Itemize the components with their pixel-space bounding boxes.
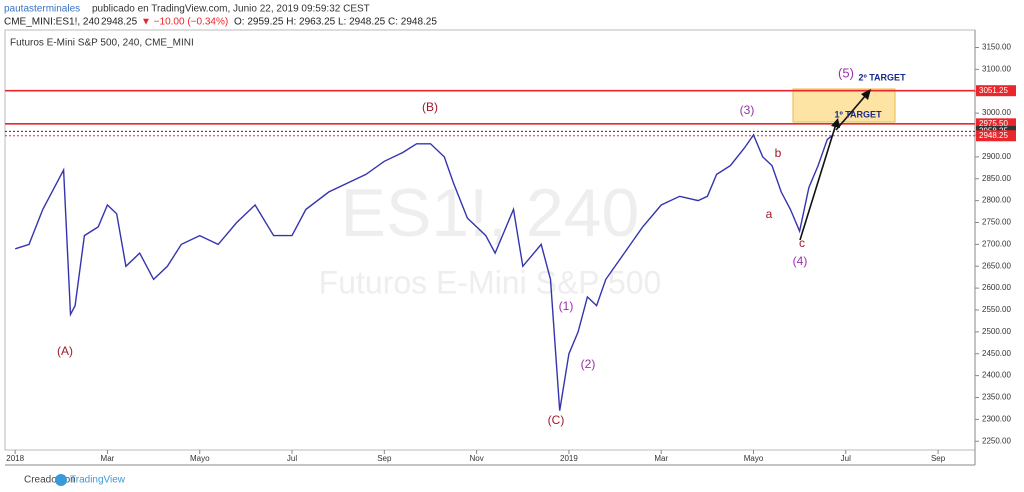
price-label-box — [976, 130, 1016, 142]
wave-label: (3) — [740, 103, 755, 117]
projection-arrow — [799, 123, 837, 241]
wave-label: c — [799, 236, 805, 250]
wave-label: 2º TARGET — [858, 72, 906, 82]
price-label-box — [976, 118, 1016, 130]
target-zone — [792, 88, 896, 123]
y-tick-label: 3100.00 — [982, 64, 1011, 73]
x-tick-label: Nov — [470, 454, 484, 463]
projection-arrow — [835, 94, 867, 131]
y-tick-label: 2400.00 — [982, 371, 1011, 380]
y-tick-label: 3150.00 — [982, 43, 1011, 52]
y-tick-label: 2450.00 — [982, 349, 1011, 358]
price-label: 3051.25 — [979, 86, 1008, 95]
author: pautasterminales — [4, 4, 80, 15]
x-tick-label: 2018 — [6, 454, 24, 463]
wave-label: (C) — [548, 413, 565, 427]
wave-label: b — [775, 146, 782, 160]
wave-label: (2) — [581, 357, 596, 371]
y-tick-label: 2900.00 — [982, 152, 1011, 161]
wave-label: (4) — [793, 254, 808, 268]
y-tick-label: 2750.00 — [982, 218, 1011, 227]
made-with: Creado con — [24, 475, 76, 486]
x-tick-label: Sep — [931, 454, 946, 463]
watermark: Futuros E-Mini S&P 500 — [319, 264, 662, 300]
x-tick-label: Jul — [287, 454, 297, 463]
symbol: CME_MINI:ES1!, 240 — [4, 17, 100, 28]
x-tick-label: Mar — [101, 454, 115, 463]
x-tick-label: 2019 — [560, 454, 578, 463]
y-tick-label: 3000.00 — [982, 108, 1011, 117]
wave-label: (A) — [57, 344, 73, 358]
brand-logo — [55, 474, 67, 486]
price-label-box — [976, 85, 1016, 97]
watermark: ES1!, 240 — [341, 175, 640, 251]
y-tick-label: 2600.00 — [982, 283, 1011, 292]
arrow-head — [831, 118, 840, 128]
y-tick-label: 2250.00 — [982, 436, 1011, 445]
y-tick-label: 2650.00 — [982, 261, 1011, 270]
y-tick-label: 2500.00 — [982, 327, 1011, 336]
y-tick-label: 2350.00 — [982, 393, 1011, 402]
wave-label: a — [766, 207, 773, 221]
arrow-head — [861, 89, 871, 100]
y-tick-label: 2550.00 — [982, 305, 1011, 314]
wave-label: 1º TARGET — [834, 109, 882, 119]
price-label: 2975.50 — [979, 119, 1008, 128]
ohlc: O: 2959.25 H: 2963.25 L: 2948.25 C: 2948… — [234, 17, 437, 28]
price-label: 2948.25 — [979, 131, 1008, 140]
y-tick-label: 2700.00 — [982, 239, 1011, 248]
price-line-series — [14, 133, 833, 411]
x-tick-label: Mar — [654, 454, 668, 463]
wave-label: (1) — [559, 299, 574, 313]
last-price: 2948.25 — [101, 17, 138, 28]
wave-label: (5) — [838, 65, 854, 80]
publish-info: publicado en TradingView.com, Junio 22, … — [92, 4, 370, 15]
chart-title: Futuros E-Mini S&P 500, 240, CME_MINI — [10, 38, 194, 49]
wave-label: (B) — [422, 100, 438, 114]
brand: TradingView — [70, 475, 126, 486]
x-tick-label: Sep — [377, 454, 392, 463]
x-tick-label: Mayo — [190, 454, 210, 463]
y-tick-label: 2300.00 — [982, 414, 1011, 423]
x-tick-label: Mayo — [744, 454, 764, 463]
y-tick-label: 2800.00 — [982, 196, 1011, 205]
x-tick-label: Jul — [841, 454, 851, 463]
y-tick-label: 2850.00 — [982, 174, 1011, 183]
change: ▼ −10.00 (−0.34%) — [141, 17, 228, 28]
